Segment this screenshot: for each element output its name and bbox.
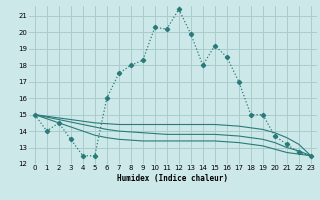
X-axis label: Humidex (Indice chaleur): Humidex (Indice chaleur) [117,174,228,183]
